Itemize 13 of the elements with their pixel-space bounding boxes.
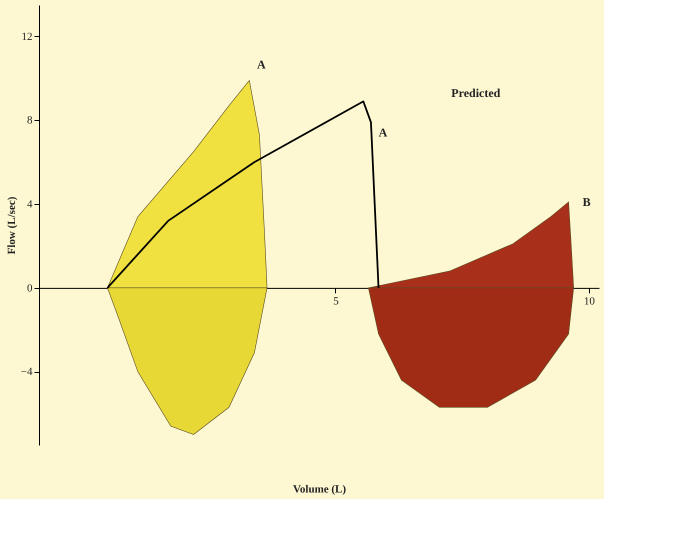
annotation: Predicted [451,86,501,100]
x-axis-title: Volume (L) [292,484,346,496]
x-tick-label: 5 [333,295,340,308]
annotation: A [256,57,266,72]
y-tick-label: 12 [22,30,32,43]
annotation: A [378,125,388,140]
y-axis-title: Flow (L/sec) [6,196,18,254]
y-tick-label: −4 [20,366,33,378]
annotation: B [582,194,591,209]
x-tick-label: 10 [584,295,596,308]
y-tick-label: 8 [27,114,33,127]
y-tick-label: 0 [27,282,33,294]
y-tick-label: 4 [27,198,33,211]
